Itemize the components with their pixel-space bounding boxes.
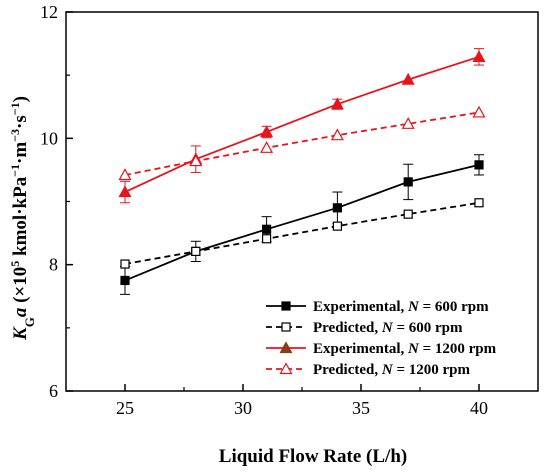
plot-area <box>65 11 539 392</box>
data-point <box>118 168 132 181</box>
series-3 <box>118 48 486 204</box>
legend-item: Predicted, N = 600 rpm <box>266 320 463 336</box>
series-line <box>124 164 480 282</box>
data-point <box>474 198 484 208</box>
data-point <box>332 221 342 231</box>
series-4 <box>118 105 486 181</box>
x-tick-label: 35 <box>352 398 370 418</box>
legend-marker <box>281 322 291 332</box>
data-point <box>332 203 342 213</box>
legend-label: Experimental, N = 600 rpm <box>313 299 489 315</box>
legend-label: Predicted, N = 600 rpm <box>313 320 463 336</box>
legend-marker <box>281 301 291 311</box>
series-line <box>124 201 480 265</box>
data-point <box>260 141 274 153</box>
data-point <box>472 50 486 62</box>
series-line <box>124 111 480 176</box>
y-tick-label: 8 <box>49 255 58 275</box>
data-point <box>472 105 486 118</box>
svg-text:KGa (×105 kmol·kPa−1·m−3·s−1): KGa (×105 kmol·kPa−1·m−3·s−1) <box>8 96 37 341</box>
legend-item: Experimental, N = 600 rpm <box>266 299 489 315</box>
x-tick-label: 25 <box>116 398 134 418</box>
y-tick-label: 10 <box>40 128 58 148</box>
data-point <box>401 72 415 85</box>
data-point <box>260 125 274 138</box>
legend-label: Experimental, N = 1200 rpm <box>313 341 497 357</box>
data-point <box>403 209 413 219</box>
legend-label: Predicted, N = 1200 rpm <box>313 362 471 378</box>
tick-labels: 25 30 35 40 6 8 10 12 <box>40 2 488 418</box>
data-point <box>118 185 132 198</box>
data-point <box>262 224 272 234</box>
data-point <box>120 275 130 286</box>
x-tick-label: 30 <box>234 398 252 418</box>
x-tick-label: 40 <box>470 398 488 418</box>
series-2 <box>120 198 484 269</box>
y-tick-label: 12 <box>40 2 58 22</box>
data-point <box>120 259 130 269</box>
data-point <box>330 97 344 110</box>
legend-marker <box>279 341 293 354</box>
plot-frame <box>65 11 539 392</box>
y-axis-label: KGa (×105 kmol·kPa−1·m−3·s−1) <box>8 96 37 341</box>
data-point <box>262 234 272 244</box>
y-tick-label: 6 <box>49 381 58 401</box>
legend-marker <box>279 362 293 375</box>
series-layer <box>118 48 486 295</box>
x-axis-label: Liquid Flow Rate (L/h) <box>219 446 407 467</box>
data-point <box>403 177 413 187</box>
legend-item: Experimental, N = 1200 rpm <box>266 341 497 357</box>
series-line <box>124 55 480 193</box>
series-1 <box>120 154 484 295</box>
data-point <box>330 128 344 141</box>
axis-ticks <box>66 11 480 392</box>
data-point <box>474 160 484 170</box>
legend-item: Predicted, N = 1200 rpm <box>266 362 471 378</box>
data-point <box>189 154 203 167</box>
legend: Experimental, N = 600 rpm Predicted, N = … <box>266 299 497 378</box>
data-point <box>401 117 415 129</box>
data-point <box>191 246 201 257</box>
